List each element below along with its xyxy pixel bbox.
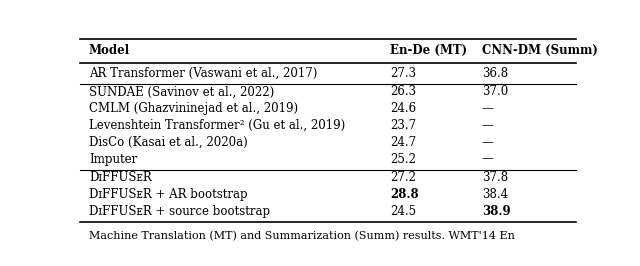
Text: DɪFFUSᴇR + AR bootstrap: DɪFFUSᴇR + AR bootstrap [89, 188, 248, 201]
Text: CNN-DM (Summ): CNN-DM (Summ) [482, 44, 598, 57]
Text: 27.2: 27.2 [390, 172, 416, 184]
Text: Model: Model [89, 44, 130, 57]
Text: 38.9: 38.9 [482, 205, 510, 218]
Text: DɪFFUSᴇR: DɪFFUSᴇR [89, 172, 152, 184]
Text: 24.7: 24.7 [390, 136, 416, 149]
Text: —: — [482, 153, 493, 166]
Text: CMLM (Ghazvininejad et al., 2019): CMLM (Ghazvininejad et al., 2019) [89, 102, 298, 115]
Text: Machine Translation (MT) and Summarization (Summ) results. WMT'14 En: Machine Translation (MT) and Summarizati… [89, 231, 515, 242]
Text: 25.2: 25.2 [390, 153, 416, 166]
Text: 37.0: 37.0 [482, 85, 508, 98]
Text: Imputer: Imputer [89, 153, 137, 166]
Text: —: — [482, 136, 493, 149]
Text: SUNDAE (Savinov et al., 2022): SUNDAE (Savinov et al., 2022) [89, 85, 274, 98]
Text: 24.5: 24.5 [390, 205, 416, 218]
Text: 23.7: 23.7 [390, 119, 416, 132]
Text: 28.8: 28.8 [390, 188, 419, 201]
Text: —: — [482, 102, 493, 115]
Text: 36.8: 36.8 [482, 66, 508, 80]
Text: 37.8: 37.8 [482, 172, 508, 184]
Text: Levenshtein Transformer² (Gu et al., 2019): Levenshtein Transformer² (Gu et al., 201… [89, 119, 345, 132]
Text: 38.4: 38.4 [482, 188, 508, 201]
Text: DɪFFUSᴇR + source bootstrap: DɪFFUSᴇR + source bootstrap [89, 205, 270, 218]
Text: 27.3: 27.3 [390, 66, 416, 80]
Text: En-De (MT): En-De (MT) [390, 44, 467, 57]
Text: 26.3: 26.3 [390, 85, 416, 98]
Text: DisCo (Kasai et al., 2020a): DisCo (Kasai et al., 2020a) [89, 136, 248, 149]
Text: 24.6: 24.6 [390, 102, 416, 115]
Text: —: — [482, 119, 493, 132]
Text: AR Transformer (Vaswani et al., 2017): AR Transformer (Vaswani et al., 2017) [89, 66, 317, 80]
